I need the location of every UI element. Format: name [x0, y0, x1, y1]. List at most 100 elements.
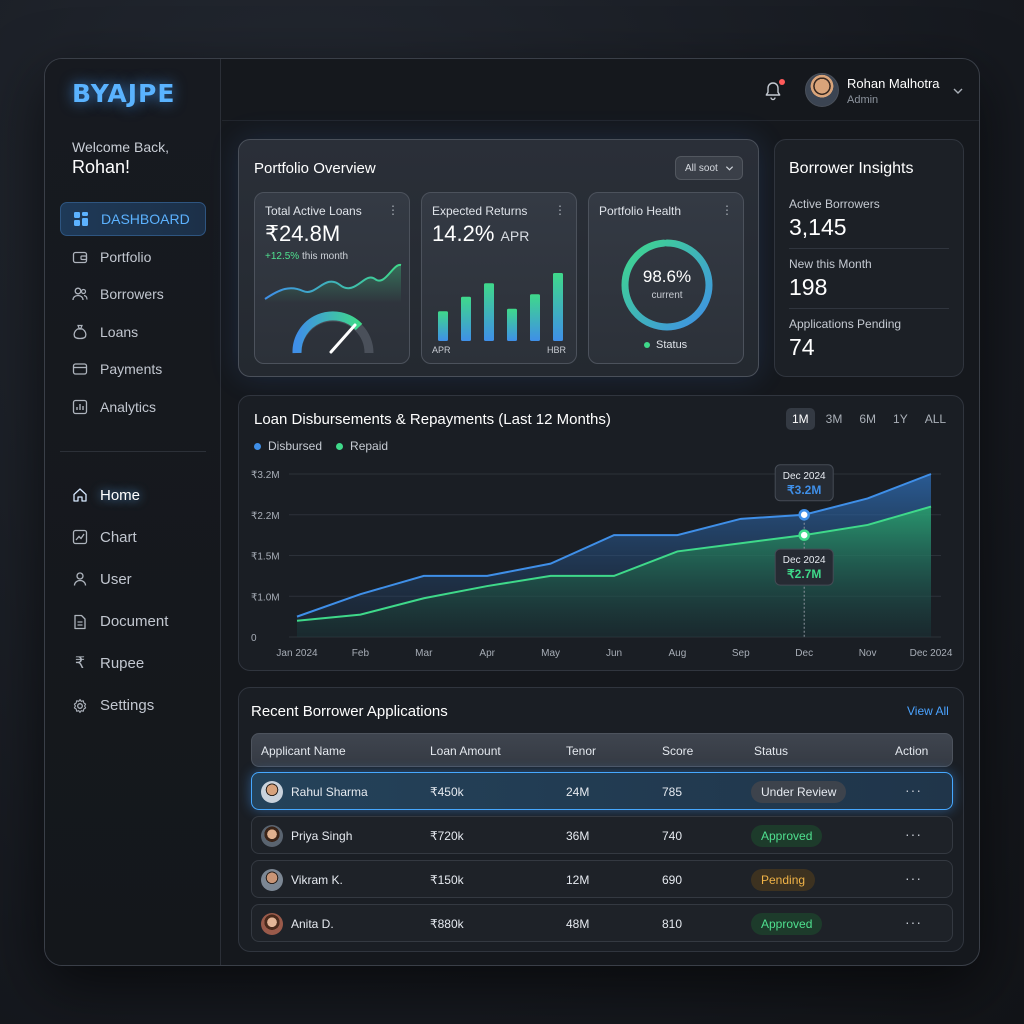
bell-icon[interactable]	[764, 81, 782, 101]
legend-repaid[interactable]: Repaid	[350, 439, 389, 453]
sidebar-item-borrowers[interactable]: Borrowers	[60, 277, 206, 311]
y-tick-label: ₹2.2M	[251, 511, 280, 522]
health-status: Status	[656, 339, 688, 351]
sidebar-item-analytics[interactable]: Analytics	[60, 390, 206, 424]
returns-bar	[461, 296, 471, 341]
sidebar-item-user[interactable]: User	[60, 562, 206, 596]
sidebar-item-chart[interactable]: Chart	[60, 520, 206, 554]
rupee-icon: ₹	[74, 654, 86, 672]
insight-divider	[789, 308, 949, 309]
returns-bar-chart	[438, 273, 563, 341]
table-header: Applicant Name Loan Amount Tenor Score S…	[251, 733, 953, 767]
column-header[interactable]: Score	[662, 744, 694, 758]
sidebar-item-portfolio[interactable]: Portfolio	[60, 240, 206, 274]
sidebar-item-label: Payments	[100, 361, 163, 378]
x-tick-label: Jan 2024	[276, 648, 318, 659]
sidebar-item-dashboard[interactable]: DASHBOARD	[60, 202, 206, 236]
filter-select[interactable]: All soot	[675, 156, 743, 180]
card-title: Borrower Insights	[789, 160, 914, 177]
insight-label: New this Month	[789, 257, 872, 271]
column-header[interactable]: Applicant Name	[261, 744, 346, 758]
series-line-repaid[interactable]	[296, 505, 932, 622]
tenor: 48M	[566, 917, 590, 931]
sidebar-item-home[interactable]: Home	[60, 478, 206, 512]
score: 740	[662, 829, 683, 843]
legend-disbursed[interactable]: Disbursed	[268, 439, 323, 453]
disbursement-area-chart[interactable]: ₹3.2M ₹2.2M ₹1.5M ₹1.0M 0 Jan 2024 Feb Mar Apr Ma…	[239, 396, 965, 672]
sidebar-item-label: Rupee	[100, 655, 145, 673]
sidebar-item-label: Document	[100, 613, 169, 631]
user-icon	[72, 571, 88, 587]
returns-bar	[553, 273, 563, 341]
table-row[interactable]: Priya Singh ₹720k 36M 740 Approved ···	[251, 816, 953, 854]
view-all-link[interactable]: View All	[907, 704, 949, 718]
tooltip-label: Dec 2024	[783, 555, 826, 566]
tenor: 12M	[566, 873, 590, 887]
table-row[interactable]: Vikram K. ₹150k 12M 690 Pending ···	[251, 860, 953, 898]
sidebar-item-label: Chart	[100, 528, 137, 546]
delta-value: +12.5%	[265, 251, 300, 262]
x-tick-label: May	[541, 648, 560, 659]
total-active-loans-card[interactable]: Total Active Loans ⋮ ₹24.8M +12.5% this …	[254, 192, 410, 364]
range-1y[interactable]: 1Y	[893, 412, 908, 426]
column-header[interactable]: Status	[754, 744, 789, 758]
x-tick-label: Apr	[479, 648, 495, 659]
health-ring-arc	[621, 239, 713, 331]
score: 785	[662, 785, 683, 799]
applicant-name: Anita D.	[291, 917, 334, 931]
column-header[interactable]: Loan Amount	[430, 744, 501, 758]
portfolio-health-card[interactable]: Portfolio Health ⋮ 98.6% current Status	[588, 192, 744, 364]
mini-card-title: Total Active Loans	[265, 204, 362, 218]
total-loans-delta: +12.5% this month	[265, 251, 348, 262]
user-name[interactable]: Rohan Malhotra	[847, 76, 940, 91]
range-all[interactable]: ALL	[924, 412, 947, 426]
wallet-icon	[72, 249, 88, 265]
x-tick-label: Dec	[795, 648, 813, 659]
range-1m[interactable]: 1M	[786, 408, 815, 430]
sidebar-item-settings[interactable]: Settings	[60, 689, 206, 723]
data-point-marker[interactable]	[798, 529, 810, 541]
column-header[interactable]: Tenor	[566, 744, 597, 758]
x-tick-label: Jun	[606, 648, 622, 659]
expected-returns-card[interactable]: Expected Returns ⋮ 14.2% APR APR HBR	[421, 192, 577, 364]
sidebar-item-label: Loans	[100, 323, 139, 340]
main-nav: DASHBOARD Portfolio Borrowers Loans Paym…	[60, 202, 206, 428]
y-tick-label: ₹3.2M	[251, 470, 280, 481]
brand-logo[interactable]: BYAJPE	[72, 79, 176, 108]
more-vertical-icon[interactable]: ⋮	[387, 203, 399, 217]
welcome-text: Welcome Back,	[72, 139, 169, 155]
sidebar-item-label: Portfolio	[100, 248, 152, 265]
card-icon	[72, 361, 88, 377]
more-horizontal-icon[interactable]: ···	[905, 914, 922, 930]
returns-bar	[484, 283, 494, 341]
x-tick-label: Feb	[352, 648, 370, 659]
more-vertical-icon[interactable]: ⋮	[721, 203, 733, 217]
sidebar-item-document[interactable]: Document	[60, 605, 206, 639]
more-horizontal-icon[interactable]: ···	[905, 782, 922, 798]
status-badge: Approved	[751, 825, 823, 847]
sidebar-item-loans[interactable]: Loans	[60, 315, 206, 349]
more-horizontal-icon[interactable]: ···	[905, 870, 922, 886]
data-point-marker[interactable]	[798, 509, 810, 521]
sidebar-divider	[60, 451, 206, 452]
insight-value: 3,145	[789, 214, 847, 240]
avatar	[261, 781, 283, 803]
sidebar-item-payments[interactable]: Payments	[60, 352, 206, 386]
x-tick-label: Mar	[415, 648, 433, 659]
range-3m[interactable]: 3M	[825, 412, 843, 426]
sidebar-item-label: User	[100, 570, 132, 588]
returns-value: 14.2% APR	[432, 221, 529, 247]
table-row[interactable]: Anita D. ₹880k 48M 810 Approved ···	[251, 904, 953, 942]
column-header[interactable]: Action	[895, 744, 929, 758]
more-vertical-icon[interactable]: ⋮	[554, 203, 566, 217]
avatar[interactable]	[805, 73, 839, 107]
more-horizontal-icon[interactable]: ···	[905, 826, 922, 842]
returns-number: 14.2%	[432, 221, 495, 246]
sidebar-item-rupee[interactable]: ₹ Rupee	[60, 647, 206, 681]
series-line-disbursed[interactable]	[296, 473, 932, 618]
chevron-down-icon[interactable]	[952, 85, 964, 97]
table-row[interactable]: Rahul Sharma ₹450k 24M 785 Under Review …	[251, 772, 953, 810]
health-sub: current	[651, 290, 683, 301]
range-6m[interactable]: 6M	[859, 412, 877, 426]
y-tick-label: 0	[251, 633, 257, 644]
